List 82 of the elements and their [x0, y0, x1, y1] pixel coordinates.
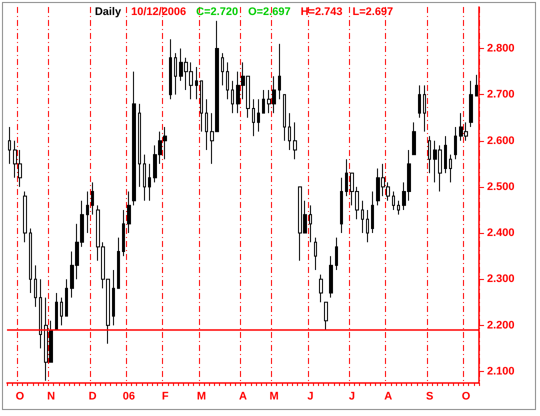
candlestick: [283, 94, 286, 142]
candlestick: [288, 112, 291, 151]
candlestick: [112, 269, 115, 326]
y-tick-label: 2.200: [487, 319, 515, 332]
candlestick: [195, 66, 198, 100]
candlestick: [469, 80, 473, 128]
candlestick: [257, 98, 260, 132]
candlestick: [23, 191, 27, 243]
candlestick: [418, 84, 421, 118]
candlestick: [449, 154, 452, 183]
annotation: H=2.743: [300, 6, 342, 18]
y-tick-label: 2.400: [487, 227, 515, 240]
x-tick-label: N: [47, 390, 56, 402]
x-tick-label: M: [270, 390, 279, 402]
y-tick-label: 2.100: [487, 365, 515, 378]
candlestick: [200, 80, 203, 132]
y-tick-label: 2.700: [487, 88, 515, 101]
candlestick: [428, 136, 431, 174]
candlestick: [397, 200, 400, 216]
x-tick-label: O: [462, 390, 471, 402]
candlestick: [252, 98, 255, 137]
candlestick: [174, 52, 177, 96]
candlestick: [91, 182, 94, 216]
candlestick: [169, 38, 172, 100]
x-tick-label: A: [384, 390, 392, 402]
x-tick-label: O: [16, 390, 25, 402]
x-tick-label: M: [196, 390, 206, 402]
candlestick: [226, 62, 229, 100]
candlestick: [423, 84, 426, 132]
chart-title: Daily: [94, 6, 122, 18]
x-tick-label: S: [426, 390, 434, 402]
candlestick: [117, 237, 120, 289]
candlestick: [392, 191, 395, 210]
candlestick: [340, 177, 343, 234]
candlestick: [335, 237, 338, 270]
candlestick: [60, 297, 63, 326]
annotation: O=2.697: [248, 6, 291, 18]
candlestick: [8, 126, 11, 164]
candlestick: [143, 154, 146, 202]
candlestick: [319, 274, 323, 303]
x-tick-label: D: [88, 390, 97, 402]
candlestick: [55, 292, 58, 330]
y-tick-label: 2.500: [487, 180, 515, 193]
candlestick: [412, 122, 416, 156]
candlestick: [293, 122, 297, 160]
y-tick-label: 2.800: [487, 42, 515, 55]
candlestick: [278, 43, 281, 100]
candlestick: [205, 98, 208, 151]
candlestick: [345, 158, 348, 197]
candlestick: [122, 209, 125, 257]
candlestick: [127, 191, 131, 234]
candlestick: [475, 74, 478, 97]
candlestick: [454, 126, 457, 160]
candlestick: [366, 209, 369, 243]
candlestick: [371, 191, 374, 234]
y-tick-label: 2.300: [487, 273, 515, 286]
candlestick: [65, 278, 68, 317]
candlestick: [444, 136, 447, 174]
annotation: 10/12/2006: [131, 6, 186, 18]
candlestick: [262, 90, 265, 114]
candlestick: [138, 103, 141, 188]
candlestick: [221, 52, 224, 86]
y-tick-label: 2.600: [487, 134, 515, 147]
candlestick: [132, 71, 136, 206]
candlestick: [309, 204, 312, 243]
candlestick: [314, 237, 317, 270]
candlestick: [148, 163, 151, 202]
candlestick: [86, 191, 89, 234]
candlestick: [231, 80, 234, 114]
annotation: C=2.720: [196, 6, 238, 18]
x-tick-label: 06: [122, 390, 136, 402]
candlestick: [329, 256, 333, 298]
x-tick-label: J: [348, 390, 355, 402]
candlestick: [361, 200, 364, 234]
x-tick-label: J: [307, 390, 314, 402]
candlestick: [29, 228, 32, 294]
annotation: L=2.697: [352, 6, 394, 18]
candlestick: [324, 302, 328, 330]
x-tick-label: A: [239, 390, 248, 402]
x-tick-label: F: [162, 390, 169, 402]
candlestick: [34, 264, 37, 308]
candlestick: [39, 278, 42, 349]
